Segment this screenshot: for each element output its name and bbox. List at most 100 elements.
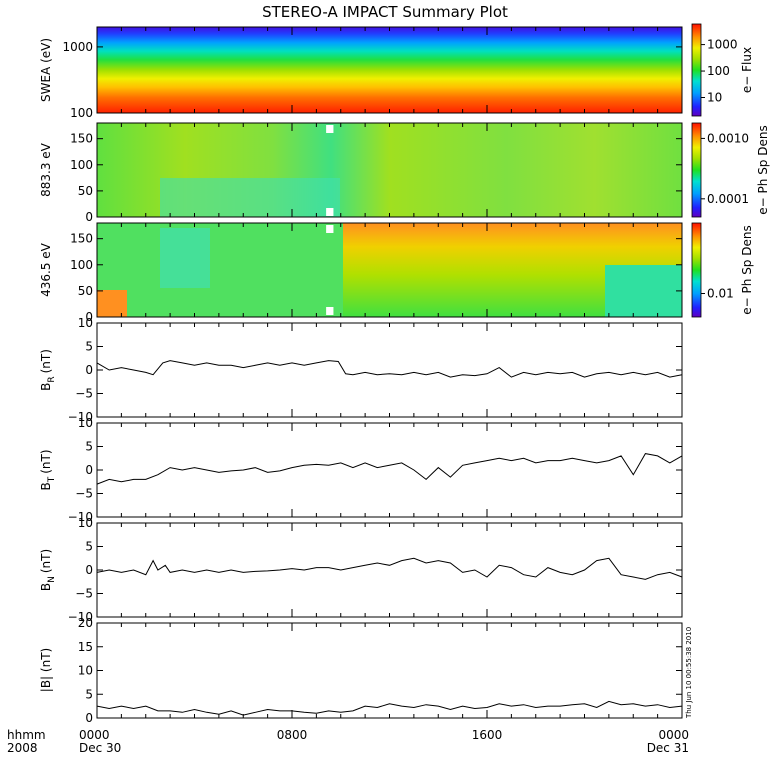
bn-panel: BN (nT) −10 −5 0 5 10 [39,516,683,624]
bmag-ytick-label: 10 [78,664,93,678]
bt-ylabel-main: B [39,482,53,490]
swea-spectrogram [97,27,682,113]
pad436-ytick-label: 100 [70,258,93,272]
pad883-colorbar [691,122,702,218]
pad883-yticks: 0 50 100 150 [70,123,683,224]
bmag-ytick-label: 20 [78,616,93,630]
bn-ylabel-main: B [39,583,53,591]
swea-colorbar-label: e− Flux [740,47,754,93]
x-tick-label: 0800 [277,728,308,742]
bmag-ytick-label: 5 [85,687,93,701]
bn-ytick-label: 0 [85,563,93,577]
pad883-ytick-label: 150 [70,132,93,146]
pad436-panel: 436.5 eV 0 50 100 150 0.01 e− Ph Sp Dens [39,222,754,324]
x-tick-label: 1600 [472,728,503,742]
pad436-ylabel: 436.5 eV [39,242,53,297]
pad883-ytick-label: 50 [78,184,93,198]
br-ylabel-main: B [39,383,53,391]
bmag-ytick-label: 0 [85,711,93,725]
bt-ytick-label: 5 [85,440,93,454]
pad436-spectrogram-left [97,223,343,317]
pad436-ytick-label: 0 [85,310,93,324]
pad436-colorbar-ticks: 0.01 [701,287,734,301]
br-ytick-label: 0 [85,363,93,377]
bt-ytick-label: −5 [75,487,93,501]
swea-colorbar-tick-label: 10 [707,91,722,105]
bt-ylabel-sub: T [47,476,57,483]
pad883-colorbar-ticks: 0.0001 0.0010 [701,131,749,206]
pad883-panel: 883.3 eV 0 50 100 150 0.0001 0.0010 e− Ph Sp… [39,122,770,224]
swea-colorbar-ticks: 10 100 1000 [701,38,738,105]
bt-ylabel: BT (nT) [39,449,57,490]
pad883-lowangle-band [160,178,340,217]
br-ylabel: BR (nT) [39,349,57,391]
pad883-ylabel: 883.3 eV [39,142,53,197]
pad436-colorbar-label: e− Ph Sp Dens [740,225,754,314]
bn-ytick-label: 10 [78,516,93,530]
br-panel: BR (nT) −10 −5 0 5 10 [39,316,683,424]
pad436-ytick-label: 150 [70,232,93,246]
br-ylabel-sub: R [47,376,57,382]
swea-colorbar [691,23,702,117]
bn-ytick-label: −10 [68,610,93,624]
swea-colorbar-tick-label: 1000 [707,38,738,52]
pad436-colorbar [691,222,702,318]
pad436-band-early [97,290,127,317]
br-yticks: −10 −5 0 5 10 [68,316,683,424]
pad436-yticks: 0 50 100 150 [70,223,683,324]
pad883-colorbar-label: e− Ph Sp Dens [756,125,770,214]
bn-ylabel-unit: (nT) [39,549,53,573]
swea-ylabel: SWEA (eV) [39,38,53,102]
pad436-band [605,265,682,317]
br-ytick-label: −10 [68,410,93,424]
bt-ytick-label: 0 [85,463,93,477]
br-ytick-label: 10 [78,316,93,330]
pad883-colorbar-tick-label: 0.0001 [707,192,749,206]
bn-ytick-label: 5 [85,540,93,554]
bt-ylabel-unit: (nT) [39,449,53,473]
bmag-ytick-label: 15 [78,640,93,654]
pad883-ytick-label: 0 [85,210,93,224]
x-tick-label: Dec 31 [647,741,689,755]
br-series-line [96,360,683,378]
pad883-data-gap [326,125,334,133]
x-corner-label-hhmm: hhmm [7,728,46,742]
swea-yticks: 100 1000 [62,27,683,120]
bt-ytick-label: −10 [68,510,93,524]
pad883-colorbar-tick-label: 0.0010 [707,131,749,145]
pad436-data-gap-low [326,307,334,315]
bn-ylabel-sub: N [47,576,57,583]
figure-title: STEREO-A IMPACT Summary Plot [262,3,508,21]
bmag-panel: |B| (nT) 0 5 10 15 20 Thu Jun 10 00:55:38 20… [39,616,693,725]
bmag-yticks: 0 5 10 15 20 [78,616,683,725]
bmag-series-line [96,700,683,716]
bt-panel: BT (nT) −10 −5 0 5 10 [39,416,683,524]
bt-yticks: −10 −5 0 5 10 [68,416,683,524]
bn-ylabel: BN (nT) [39,549,57,591]
bn-ytick-label: −5 [75,587,93,601]
bn-yticks: −10 −5 0 5 10 [68,516,683,624]
br-ylabel-unit: (nT) [39,349,53,373]
swea-ytick-label: 100 [70,106,93,120]
plot-timestamp: Thu Jun 10 00:55:38 2010 [685,627,693,719]
br-ytick-label: −5 [75,387,93,401]
bmag-ylabel: |B| (nT) [39,648,53,692]
x-corner-label-year: 2008 [7,741,38,755]
swea-ytick-label: 1000 [62,40,93,54]
x-tick-label: Dec 30 [79,741,121,755]
x-tick-label: 0000 [658,728,689,742]
bt-ytick-label: 10 [78,416,93,430]
x-tick-label: 0000 [79,728,110,742]
bt-series-line [96,453,683,485]
bn-series-line [96,557,683,580]
br-ytick-label: 5 [85,340,93,354]
swea-panel: SWEA (eV) 100 1000 10 100 1000 e− Flux [39,23,754,120]
pad436-colorbar-tick-label: 0.01 [707,287,734,301]
pad436-band-b [160,228,210,288]
pad883-data-gap-low [326,208,334,216]
pad883-ytick-label: 100 [70,158,93,172]
pad436-data-gap [326,225,334,233]
